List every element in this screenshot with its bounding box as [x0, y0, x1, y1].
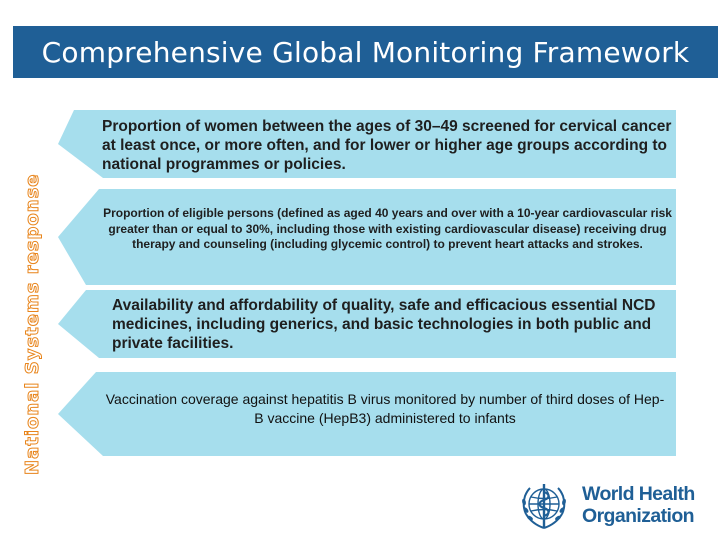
indicator-text-2: Proportion of eligible persons (defined … [103, 206, 672, 251]
indicator-text-4: Vaccination coverage against hepatitis B… [105, 391, 665, 426]
indicator-box-3 [58, 290, 676, 358]
indicator-text-3: Availability and affordability of qualit… [112, 297, 656, 352]
who-wordmark-line2: Organization [582, 505, 695, 527]
who-wordmark-line1: World Health [582, 483, 695, 505]
who-emblem-icon [522, 484, 566, 529]
indicator-text-1: Proportion of women between the ages of … [102, 118, 672, 173]
page-title: Comprehensive Global Monitoring Framewor… [41, 35, 690, 69]
title-bar: Comprehensive Global Monitoring Framewor… [13, 26, 718, 78]
indicator-box-1 [58, 110, 676, 178]
who-logo: World Health Organization [516, 478, 696, 534]
who-wordmark: World Health Organization [582, 483, 695, 527]
indicator-box-2 [58, 189, 676, 285]
indicator-box-4 [58, 372, 676, 456]
